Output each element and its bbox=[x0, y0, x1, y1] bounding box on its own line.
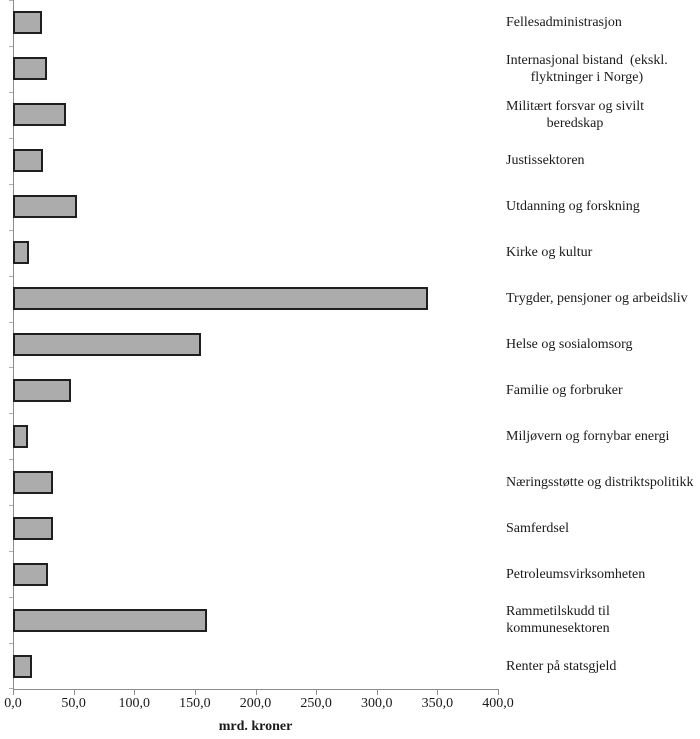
category-label-text: Internasjonal bistand (ekskl. flyktninge… bbox=[506, 52, 668, 85]
x-tick-mark bbox=[316, 690, 318, 695]
category-label: Rammetilskudd til kommunesektoren bbox=[506, 597, 610, 643]
category-label-text: Renter på statsgjeld bbox=[506, 658, 617, 674]
bar bbox=[13, 149, 44, 173]
bar bbox=[13, 608, 207, 632]
bar bbox=[13, 11, 43, 35]
bar bbox=[13, 195, 78, 219]
bar bbox=[13, 378, 72, 402]
x-tick-label: 350,0 bbox=[421, 696, 454, 711]
bar bbox=[13, 241, 29, 265]
x-tick-label: 150,0 bbox=[179, 696, 211, 711]
bar bbox=[13, 470, 53, 494]
x-tick-mark bbox=[194, 690, 196, 695]
y-tick-mark bbox=[9, 138, 13, 139]
bar bbox=[13, 103, 67, 127]
category-label-text: Militært forsvar og sivilt beredskap bbox=[506, 98, 645, 131]
category-label: Trygder, pensjoner og arbeidsliv bbox=[506, 276, 688, 322]
x-tick-mark bbox=[73, 690, 75, 695]
category-label-text: Helse og sosialomsorg bbox=[506, 336, 633, 352]
y-tick-mark bbox=[9, 551, 13, 552]
category-label: Helse og sosialomsorg bbox=[506, 322, 633, 368]
category-label: Justissektoren bbox=[506, 138, 585, 184]
category-label-text: Justissektoren bbox=[506, 153, 585, 169]
y-tick-mark bbox=[9, 413, 13, 414]
category-label-text: Utdanning og forskning bbox=[506, 199, 640, 215]
y-tick-mark bbox=[9, 92, 13, 93]
category-label: Familie og forbruker bbox=[506, 367, 623, 413]
y-tick-mark bbox=[9, 276, 13, 277]
category-label: Miljøvern og fornybar energi bbox=[506, 413, 669, 459]
category-label: Utdanning og forskning bbox=[506, 184, 640, 230]
x-tick-mark bbox=[255, 690, 257, 695]
x-tick-label: 250,0 bbox=[300, 696, 332, 711]
y-tick-mark bbox=[9, 643, 13, 644]
category-label: Næringsstøtte og distriktspolitikk bbox=[506, 459, 693, 505]
x-tick-label: 200,0 bbox=[239, 696, 272, 711]
y-tick-mark bbox=[9, 322, 13, 323]
category-label-text: Familie og forbruker bbox=[506, 382, 623, 398]
x-tick-label: 50,0 bbox=[61, 696, 86, 711]
category-label-text: Samferdsel bbox=[506, 520, 569, 536]
y-tick-mark bbox=[9, 184, 13, 185]
bar bbox=[13, 562, 49, 586]
y-tick-mark bbox=[9, 597, 13, 598]
y-tick-mark bbox=[9, 0, 13, 1]
y-tick-mark bbox=[9, 230, 13, 231]
y-tick-mark bbox=[9, 367, 13, 368]
y-tick-mark bbox=[9, 46, 13, 47]
bar bbox=[13, 57, 47, 81]
x-tick-label: 300,0 bbox=[361, 696, 393, 711]
category-label: Kirke og kultur bbox=[506, 230, 592, 276]
category-label-text: Kirke og kultur bbox=[506, 245, 593, 261]
x-axis-title: mrd. kroner bbox=[218, 719, 293, 734]
y-tick-mark bbox=[9, 459, 13, 460]
category-label: Samferdsel bbox=[506, 505, 569, 551]
category-label-text: Rammetilskudd til kommunesektoren bbox=[506, 604, 610, 637]
category-label-text: Miljøvern og fornybar energi bbox=[506, 428, 670, 444]
category-label-text: Petroleumsvirksomheten bbox=[506, 566, 646, 582]
x-tick-mark bbox=[498, 690, 499, 695]
x-axis-line bbox=[13, 689, 499, 690]
category-label-text: Trygder, pensjoner og arbeidsliv bbox=[506, 291, 688, 307]
x-tick-label: 400,0 bbox=[482, 696, 514, 711]
x-tick-label: 100,0 bbox=[118, 696, 151, 711]
category-label: Fellesadministrasjon bbox=[506, 0, 622, 46]
bar bbox=[13, 287, 428, 311]
x-tick-label: 0,0 bbox=[4, 696, 22, 711]
bar bbox=[13, 654, 33, 678]
bar bbox=[13, 333, 201, 356]
category-label: Internasjonal bistand (ekskl. flyktninge… bbox=[506, 46, 668, 92]
category-label-text: Næringsstøtte og distriktspolitikk bbox=[506, 474, 694, 490]
bar bbox=[13, 516, 53, 540]
y-tick-mark bbox=[9, 688, 13, 689]
category-label: Petroleumsvirksomheten bbox=[506, 551, 645, 597]
category-label: Militært forsvar og sivilt beredskap bbox=[506, 92, 644, 138]
y-tick-mark bbox=[9, 505, 13, 506]
category-label: Renter på statsgjeld bbox=[506, 643, 616, 689]
x-tick-mark bbox=[13, 690, 14, 695]
bar bbox=[13, 424, 28, 448]
category-label-text: Fellesadministrasjon bbox=[506, 15, 622, 31]
x-tick-mark bbox=[134, 690, 136, 695]
x-tick-mark bbox=[376, 690, 378, 695]
x-tick-mark bbox=[437, 690, 439, 695]
